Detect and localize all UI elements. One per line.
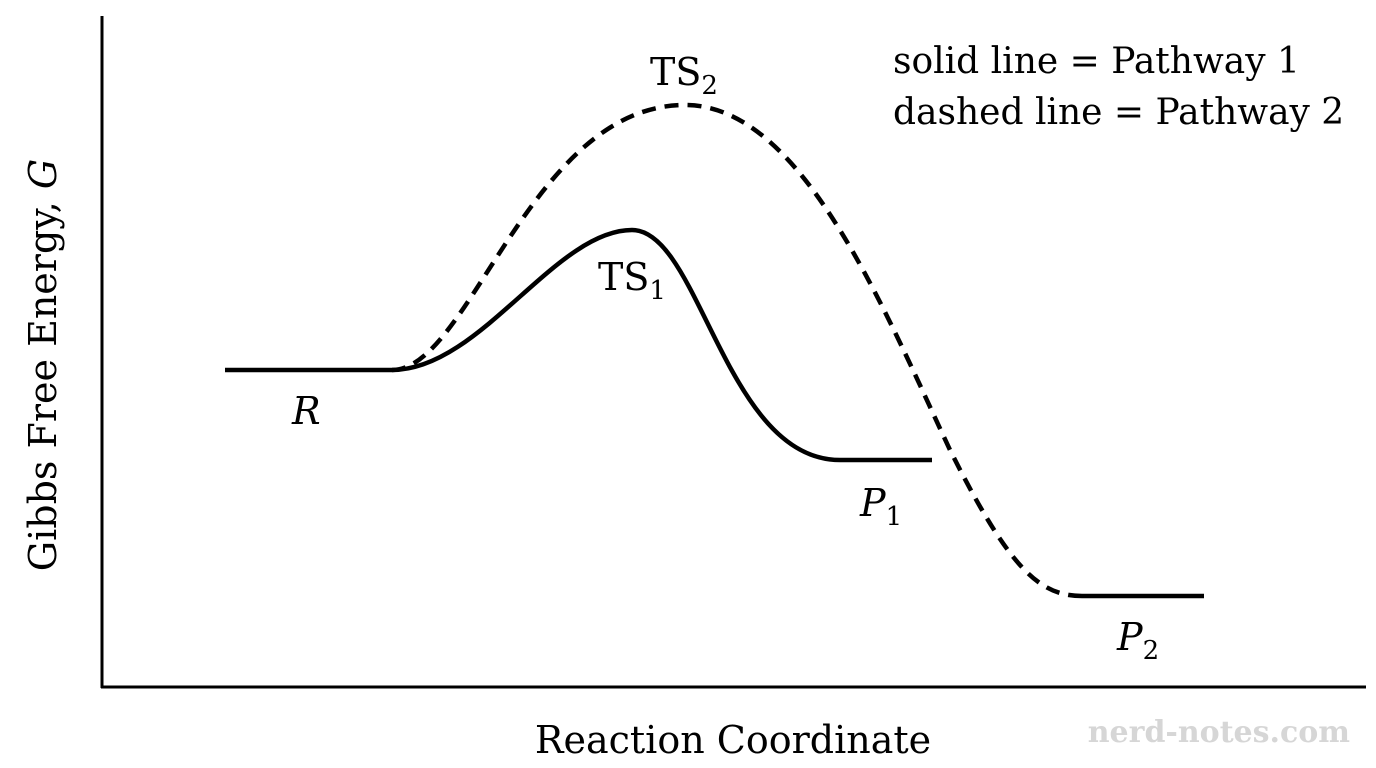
pathway-2-curve: [391, 102, 1083, 599]
y-axis-title: Gibbs Free Energy, G: [21, 159, 65, 571]
pathway-1-curve: [391, 227, 841, 463]
legend-line-2: dashed line = Pathway 2: [893, 92, 1344, 133]
product-1-label: P1: [859, 481, 902, 532]
ts2-label: TS2: [650, 50, 718, 101]
watermark: nerd-notes.com: [1088, 715, 1351, 750]
ts1-label: TS1: [598, 255, 666, 306]
product-2-label: P2: [1116, 615, 1159, 666]
reactant-label: R: [291, 389, 321, 433]
x-axis-title: Reaction Coordinate: [535, 718, 931, 762]
legend-line-1: solid line = Pathway 1: [893, 41, 1300, 82]
